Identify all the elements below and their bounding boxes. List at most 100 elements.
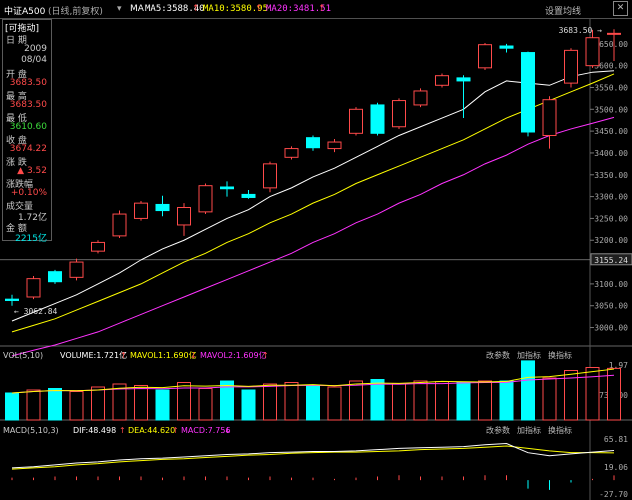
candle-body — [177, 207, 191, 226]
ma10-arrow-icon: ↑ — [255, 4, 263, 14]
ma20-line — [11, 116, 615, 357]
header-bar: 中证A500 (日线,前复权) ▾ MA MA5:3588.40 ↑ MA10:… — [0, 0, 632, 19]
volume-bar — [112, 383, 127, 421]
current-price-label: 3155.24 — [594, 256, 628, 265]
volume-bar — [327, 386, 342, 421]
candle-body — [392, 100, 406, 128]
ma5-value: MA5:3588.40 — [145, 4, 205, 14]
mavol2-arrow-icon: ↑ — [262, 351, 269, 360]
candle-body — [263, 163, 277, 189]
close-icon[interactable]: ✕ — [613, 1, 628, 16]
macd-add-indicator-button[interactable]: 加指标 — [517, 425, 541, 435]
current-price-box — [590, 253, 632, 266]
candle-body — [48, 271, 62, 283]
volume-bar — [370, 379, 385, 421]
settings-ma-button[interactable]: 设置均线 — [545, 7, 582, 17]
high-marker: 3683.50 → — [559, 26, 603, 35]
macd-arrow-icon: ↓ — [224, 426, 231, 435]
macd-switch-indicator-button[interactable]: 换指标 — [548, 425, 572, 435]
ma20-arrow-icon: ↑ — [318, 4, 326, 14]
high-label: 最 高 — [6, 92, 27, 102]
candle-body — [413, 90, 428, 106]
change-label: 涨 跌 — [6, 158, 27, 168]
volume-axis-top: 1.97 — [609, 361, 628, 370]
axis-label-3400.00: 3400.00 — [594, 149, 628, 158]
ma10-value: MA10:3580.95 — [203, 4, 269, 14]
ma5-arrow-icon: ↑ — [192, 4, 200, 14]
candle-body — [306, 137, 320, 149]
date-md: 08/04 — [21, 55, 47, 65]
candle-body — [134, 202, 148, 219]
volume-title: VOL(5,10) — [3, 351, 43, 360]
dif-line — [11, 443, 615, 469]
candle-body — [542, 99, 557, 136]
candle-body — [220, 186, 234, 190]
volume-bar — [177, 382, 191, 421]
volume-bar — [91, 386, 105, 421]
candle-body — [91, 241, 105, 252]
candle-body — [26, 278, 41, 298]
high-value: 3683.50 — [9, 100, 47, 110]
volume-add-indicator-button[interactable]: 加指标 — [517, 350, 541, 360]
volume-bar — [134, 385, 148, 421]
symbol-name[interactable]: 中证A500 — [4, 7, 46, 17]
dea-value: DEA:44.620 — [128, 426, 175, 435]
axis-label-3600.00: 3600.00 — [594, 62, 628, 71]
volume-bar — [155, 389, 170, 421]
close-label: 收 盘 — [6, 136, 27, 146]
candle-body — [284, 148, 299, 158]
volume-label: 成交量 — [6, 202, 34, 212]
amount-label: 金 额 — [6, 224, 27, 234]
axis-label-3050.00: 3050.00 — [594, 302, 628, 311]
volume-bar — [392, 383, 406, 421]
dea-arrow-icon: ↑ — [172, 426, 179, 435]
candle-body — [155, 203, 170, 212]
volume-bar — [241, 389, 256, 421]
volume-value: VOLUME:1.721亿 — [60, 350, 127, 360]
mavol2-value: MAVOL2:1.609亿 — [200, 350, 267, 360]
mavol1-arrow-icon: ↓ — [190, 351, 197, 360]
ma10-line — [11, 73, 615, 333]
axis-label-3200.00: 3200.00 — [594, 236, 628, 245]
volume-bar — [607, 367, 621, 421]
close-value: 3674.22 — [9, 144, 47, 154]
axis-label-3500.00: 3500.00 — [594, 105, 628, 114]
dropdown-icon[interactable]: ▾ — [117, 4, 122, 14]
volume-params-button[interactable]: 改参数 — [486, 350, 510, 360]
open-value: 3683.50 — [9, 78, 47, 88]
axis-label-3300.00: 3300.00 — [594, 193, 628, 202]
axis-label-3350.00: 3350.00 — [594, 171, 628, 180]
ma5-line — [11, 70, 615, 322]
macd-params-button[interactable]: 改参数 — [486, 425, 510, 435]
low-value: 3610.60 — [9, 122, 47, 132]
drag-label[interactable]: [可拖动] — [5, 24, 40, 34]
dif-value: DIF:48.498 — [73, 426, 116, 435]
candle-body — [5, 298, 19, 301]
dif-arrow-icon: ↑ — [119, 426, 126, 435]
date-label: 日 期 — [6, 36, 27, 46]
volume-bar — [26, 389, 41, 421]
volume-bar — [456, 382, 471, 421]
volume-switch-indicator-button[interactable]: 换指标 — [548, 350, 572, 360]
axis-label-3100.00: 3100.00 — [594, 280, 628, 289]
volume-bar — [499, 380, 514, 421]
change-value: ▲ 3.52 — [17, 166, 47, 176]
volume-bar — [349, 380, 363, 421]
dea-line — [11, 445, 615, 470]
axis-label-3650.00: 3650.00 — [594, 40, 628, 49]
candle-body — [499, 45, 514, 49]
volume-bar — [542, 377, 557, 421]
candle-body — [521, 52, 535, 133]
volume-bar — [413, 380, 428, 421]
volume-arrow-icon: ↑ — [120, 351, 127, 360]
macd-axis-bot: -27.70 — [599, 490, 628, 499]
candle-body — [370, 104, 385, 134]
info-panel[interactable]: [可拖动] 日 期 2009 08/04 开 盘 3683.50 最 高 368… — [2, 19, 52, 244]
volume-bar — [306, 385, 320, 421]
candle-body — [198, 185, 213, 213]
candle-body — [564, 49, 578, 84]
candle-body — [241, 193, 256, 198]
volume-bar — [263, 383, 277, 421]
volume-bar — [48, 388, 62, 421]
